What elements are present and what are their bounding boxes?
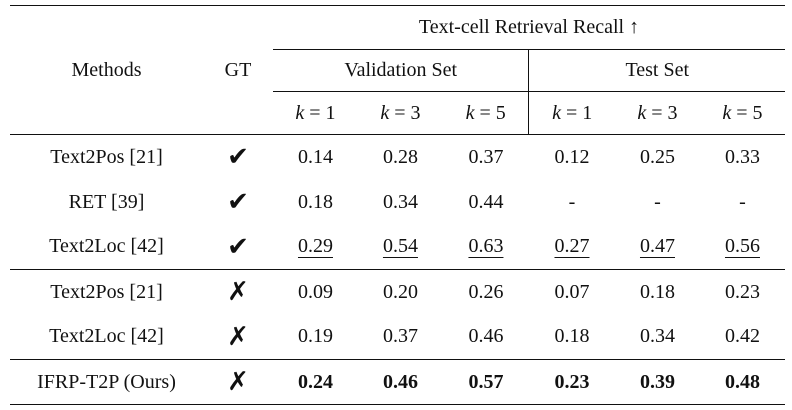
underlined-value: 0.54 <box>382 235 418 258</box>
underlined-value: 0.63 <box>468 235 504 258</box>
value-cell: 0.46 <box>468 325 504 348</box>
value-cell: 0.18 <box>554 325 590 348</box>
value-cell: 0.29 <box>273 225 358 270</box>
value-cell: 0.34 <box>639 325 675 348</box>
value-cell: 0.44 <box>468 190 504 213</box>
value-cell: 0.54 <box>358 225 443 270</box>
value-cell: 0.07 <box>554 280 590 303</box>
recall-group-header: Text-cell Retrieval Recall ↑ <box>418 16 640 38</box>
value-cell: - <box>568 190 576 213</box>
method-cell: Text2Loc [42] <box>49 325 164 348</box>
underlined-value: 0.47 <box>639 235 675 258</box>
value-cell-bold: 0.24 <box>297 370 333 393</box>
gt-check-icon: ✔ <box>227 142 249 173</box>
value-cell: 0.19 <box>297 325 333 348</box>
k-value: = 3 <box>651 101 678 124</box>
methods-header: Methods <box>71 58 142 81</box>
k-variable: k <box>380 101 390 124</box>
value-cell: 0.27 <box>529 225 615 270</box>
value-cell: 0.18 <box>297 190 333 213</box>
header-row-k: k = 1 k = 3 k = 5 k = 1 k = 3 k = 5 <box>10 91 785 135</box>
table-row: Text2Pos [21] ✗ 0.09 0.20 0.26 0.07 0.18… <box>10 269 785 315</box>
validation-set-header: Validation Set <box>273 49 529 92</box>
k-value: = 3 <box>394 101 421 124</box>
value-cell: 0.28 <box>382 145 418 168</box>
value-cell: 0.33 <box>724 145 760 168</box>
value-cell: 0.25 <box>639 145 675 168</box>
value-cell: 0.37 <box>468 145 504 168</box>
table-row: RET [39] ✔ 0.18 0.34 0.44 - - - <box>10 180 785 225</box>
value-cell-bold: 0.39 <box>639 370 675 393</box>
underlined-value: 0.56 <box>724 235 760 258</box>
gt-cross-icon: ✗ <box>227 367 249 397</box>
value-cell: 0.34 <box>382 190 418 213</box>
gt-cross-icon: ✗ <box>227 277 249 308</box>
results-table: Methods GT Text-cell Retrieval Recall ↑ … <box>10 5 785 405</box>
value-cell: 0.18 <box>639 280 675 303</box>
k-value: = 5 <box>479 101 506 124</box>
value-cell-bold: 0.48 <box>724 370 760 393</box>
k-header: k = 1 <box>273 91 358 135</box>
k-variable: k <box>637 101 647 124</box>
value-cell-bold: 0.57 <box>468 370 504 393</box>
value-cell: - <box>739 190 746 213</box>
table-row: Text2Loc [42] ✔ 0.29 0.54 0.63 0.27 0.47… <box>10 225 785 270</box>
k-header: k = 5 <box>699 91 785 135</box>
method-cell: Text2Pos [21] <box>50 145 163 168</box>
value-cell: 0.09 <box>297 280 333 303</box>
value-cell-bold: 0.46 <box>382 370 418 393</box>
k-header: k = 1 <box>528 91 615 135</box>
k-header: k = 3 <box>357 91 443 135</box>
value-cell: 0.12 <box>554 145 590 168</box>
value-cell: 0.47 <box>615 225 700 270</box>
k-header: k = 3 <box>615 91 700 135</box>
k-variable: k <box>295 101 305 124</box>
header-row-1: Methods GT Text-cell Retrieval Recall ↑ <box>10 5 785 81</box>
table-row: Text2Loc [42] ✗ 0.19 0.37 0.46 0.18 0.34… <box>10 315 785 360</box>
method-cell: RET [39] <box>68 190 145 213</box>
gt-check-icon: ✔ <box>227 187 249 217</box>
value-cell: 0.20 <box>382 280 418 303</box>
method-cell: Text2Pos [21] <box>50 280 163 303</box>
header-row-2: Validation Set Test Set <box>10 49 785 92</box>
value-cell: 0.14 <box>297 145 333 168</box>
method-cell: IFRP-T2P (Ours) <box>37 370 176 393</box>
gt-header: GT <box>224 58 252 81</box>
value-cell: - <box>654 190 661 213</box>
gt-check-icon: ✔ <box>227 231 249 262</box>
value-cell: 0.23 <box>724 280 760 303</box>
underlined-value: 0.29 <box>297 235 333 258</box>
k-variable: k <box>465 101 475 124</box>
table-row: Text2Pos [21] ✔ 0.14 0.28 0.37 0.12 0.25… <box>10 134 785 180</box>
underlined-value: 0.27 <box>554 235 590 258</box>
k-value: = 1 <box>309 101 336 124</box>
test-set-header: Test Set <box>528 49 785 92</box>
value-cell: 0.63 <box>443 225 529 270</box>
value-cell: 0.26 <box>468 280 504 303</box>
gt-cross-icon: ✗ <box>227 321 249 352</box>
k-variable: k <box>722 101 732 124</box>
value-cell: 0.37 <box>382 325 418 348</box>
k-value: = 1 <box>566 101 593 124</box>
table-row-ours: IFRP-T2P (Ours) ✗ 0.24 0.46 0.57 0.23 0.… <box>10 359 785 405</box>
value-cell-bold: 0.23 <box>554 370 590 393</box>
value-cell: 0.56 <box>700 225 785 270</box>
method-cell: Text2Loc [42] <box>49 235 164 258</box>
value-cell: 0.42 <box>724 325 760 348</box>
k-value: = 5 <box>736 101 763 124</box>
k-variable: k <box>552 101 562 124</box>
k-header: k = 5 <box>442 91 529 135</box>
